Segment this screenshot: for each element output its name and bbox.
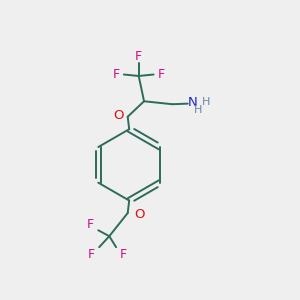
Text: F: F [120,248,127,261]
Text: F: F [112,68,119,81]
Text: F: F [158,68,165,81]
Text: F: F [135,50,142,64]
Text: O: O [113,109,123,122]
Text: F: F [86,218,94,231]
Text: H: H [194,105,202,115]
Text: F: F [88,248,95,261]
Text: N: N [188,96,198,109]
Text: H: H [201,97,210,107]
Text: O: O [134,208,144,221]
